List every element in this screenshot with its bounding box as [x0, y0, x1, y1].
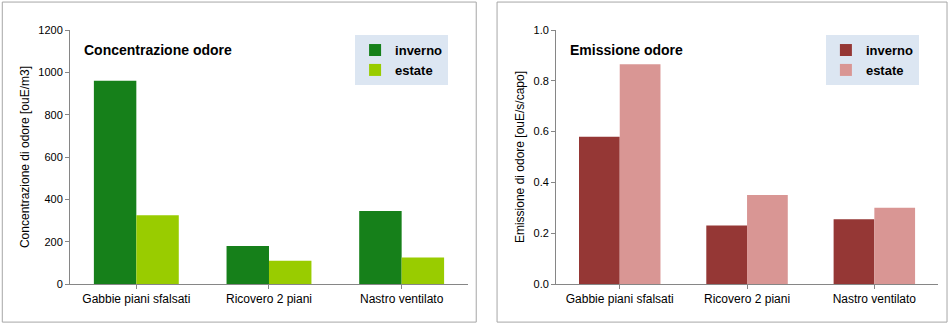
svg-text:estate: estate — [395, 63, 433, 78]
svg-text:0.8: 0.8 — [534, 75, 549, 87]
svg-text:0.0: 0.0 — [534, 278, 549, 290]
svg-text:1200: 1200 — [38, 24, 62, 36]
svg-text:0.6: 0.6 — [534, 125, 549, 137]
svg-text:Emissione odore: Emissione odore — [570, 42, 683, 58]
svg-text:0.4: 0.4 — [534, 176, 549, 188]
svg-text:1000: 1000 — [38, 66, 62, 78]
svg-text:600: 600 — [44, 151, 62, 163]
svg-text:Ricovero 2 piani: Ricovero 2 piani — [704, 292, 790, 306]
svg-text:Concentrazione di odore [ouE/m: Concentrazione di odore [ouE/m3] — [18, 66, 32, 248]
svg-text:800: 800 — [44, 109, 62, 121]
svg-text:200: 200 — [44, 236, 62, 248]
svg-text:inverno: inverno — [866, 43, 913, 58]
svg-text:400: 400 — [44, 193, 62, 205]
svg-text:Gabbie piani sfalsati: Gabbie piani sfalsati — [566, 292, 674, 306]
svg-text:1.0: 1.0 — [534, 24, 549, 36]
svg-text:Nastro ventilato: Nastro ventilato — [360, 292, 444, 306]
svg-text:Ricovero 2 piani: Ricovero 2 piani — [226, 292, 312, 306]
svg-text:inverno: inverno — [395, 43, 442, 58]
svg-text:0: 0 — [57, 278, 63, 290]
svg-text:estate: estate — [866, 63, 904, 78]
svg-text:Gabbie piani sfalsati: Gabbie piani sfalsati — [82, 292, 190, 306]
svg-text:0.2: 0.2 — [534, 227, 549, 239]
svg-text:Concentrazione odore: Concentrazione odore — [84, 42, 232, 58]
svg-text:Nastro ventilato: Nastro ventilato — [833, 292, 917, 306]
svg-text:Emissione di odore [ouE/s/capo: Emissione di odore [ouE/s/capo] — [513, 71, 527, 243]
